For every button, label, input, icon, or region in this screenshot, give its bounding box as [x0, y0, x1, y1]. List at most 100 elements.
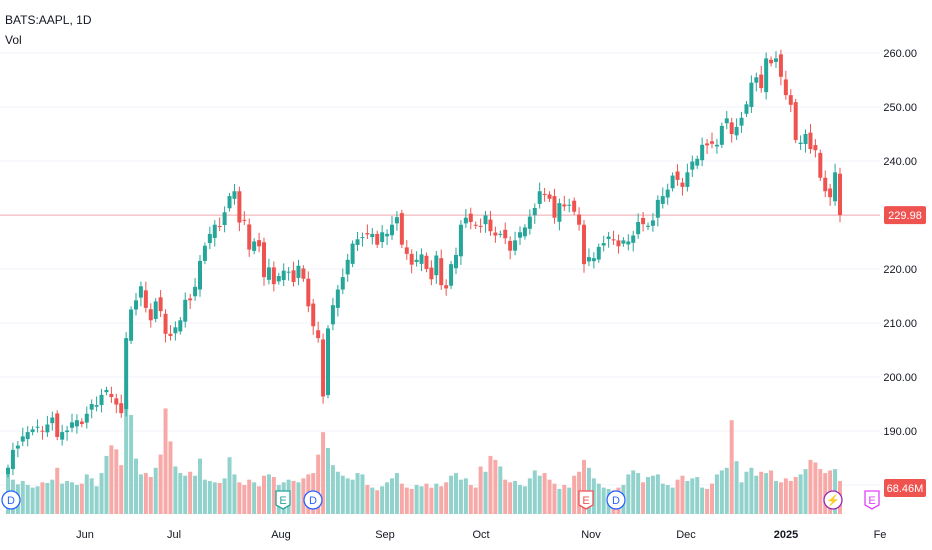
candle-body: [355, 239, 360, 245]
candle-body: [10, 449, 15, 470]
candle-body: [769, 59, 774, 64]
candle-body: [301, 268, 306, 279]
volume-bar: [390, 478, 394, 514]
candle-body: [74, 420, 79, 427]
candle-body: [439, 258, 444, 286]
volume-bar: [207, 481, 212, 514]
candle-body: [685, 172, 690, 187]
volume-bar: [394, 473, 399, 514]
volume-bar: [257, 486, 262, 514]
volume-bar: [783, 478, 788, 514]
volume-bar: [488, 455, 493, 514]
volume-bar: [350, 479, 355, 514]
volume-bar: [45, 482, 50, 514]
volume-bar: [660, 483, 665, 514]
candle-body: [749, 82, 754, 107]
candle-body: [833, 172, 838, 202]
dividend-marker[interactable]: D: [1, 490, 21, 510]
volume-bar: [345, 478, 350, 514]
candle-body: [326, 328, 330, 396]
volume-bar: [596, 483, 601, 514]
candle-body: [35, 426, 40, 428]
volume-bar: [183, 475, 188, 514]
volume-bar: [532, 470, 537, 514]
volume-bar: [601, 487, 606, 514]
volume-bar: [158, 454, 163, 514]
dividend-marker[interactable]: D: [303, 490, 323, 510]
earnings-marker[interactable]: E: [864, 490, 880, 510]
volume-bar: [710, 483, 714, 514]
candle-body: [710, 141, 714, 144]
candle-body: [754, 77, 759, 83]
candle-body: [79, 421, 84, 424]
volume-bar: [670, 487, 675, 514]
candle-body: [306, 278, 311, 307]
symbol-title[interactable]: BATS:AAPL, 1D: [5, 13, 92, 27]
candle-body: [454, 254, 458, 269]
candle-body: [562, 204, 567, 207]
volume-bar: [793, 477, 798, 514]
volume-bar: [35, 486, 40, 514]
candle-body: [631, 235, 636, 243]
volume-bar: [439, 486, 444, 514]
time-axis[interactable]: Jun Jul Aug Sep Oct Nov Dec 2025 Fe: [76, 529, 886, 541]
candle-body: [552, 196, 557, 218]
candle-body: [714, 144, 719, 147]
volume-bar: [321, 432, 326, 514]
candlesticks: [6, 49, 842, 478]
candle-body: [385, 233, 390, 237]
volume-bar: [409, 488, 414, 514]
volume-bar: [404, 487, 409, 514]
candle-body: [242, 219, 247, 221]
volume-bar: [153, 467, 158, 514]
candle-body: [636, 222, 641, 235]
price-axis[interactable]: 260.00250.00240.00230.00220.00210.00200.…: [883, 48, 917, 492]
earnings-marker[interactable]: E: [275, 490, 291, 510]
price-tick: 240.00: [883, 156, 917, 168]
svg-text:D: D: [309, 495, 317, 507]
candle-body: [586, 257, 591, 262]
earnings-marker[interactable]: E: [578, 490, 594, 510]
candle-body: [641, 217, 646, 225]
volume-bar: [655, 474, 660, 514]
candle-body: [84, 413, 89, 423]
candle-body: [522, 227, 527, 237]
volume-bar: [217, 482, 222, 514]
split-marker[interactable]: ⚡: [823, 490, 843, 510]
symbol-name: BATS:AAPL: [5, 13, 70, 27]
volume-bar: [483, 471, 488, 514]
price-tick: 250.00: [883, 102, 917, 114]
candle-body: [463, 217, 468, 224]
volume-bar: [109, 445, 114, 514]
candle-body: [104, 389, 109, 393]
volume-bar: [65, 481, 70, 514]
candle-body: [744, 104, 749, 114]
volume-bar: [222, 478, 227, 514]
event-markers[interactable]: D E D E D ⚡ E: [1, 490, 880, 510]
volume-bar: [399, 483, 404, 514]
candle-body: [25, 432, 30, 440]
volume-indicator-label[interactable]: Vol: [5, 33, 22, 47]
candle-body: [198, 260, 202, 290]
volume-bar: [148, 477, 153, 514]
candle-body: [138, 286, 143, 298]
volume-label: 68.46M: [887, 483, 924, 495]
volume-bar: [138, 474, 143, 514]
candle-body: [350, 243, 355, 264]
volume-bar: [119, 465, 124, 514]
volume-bar: [375, 490, 380, 514]
volume-bar: [788, 481, 793, 514]
candle-body: [330, 305, 335, 325]
dividend-marker[interactable]: D: [606, 490, 626, 510]
candle-body: [340, 277, 345, 290]
last-price-label: 229.98: [888, 210, 922, 222]
volume-bar: [739, 482, 744, 514]
volume-bar: [262, 475, 266, 514]
candle-body: [178, 320, 183, 332]
candle-body: [449, 264, 454, 286]
time-tick: Oct: [472, 529, 489, 541]
candle-body: [109, 394, 114, 397]
candle-body: [375, 233, 380, 245]
volume-bar: [724, 467, 729, 514]
